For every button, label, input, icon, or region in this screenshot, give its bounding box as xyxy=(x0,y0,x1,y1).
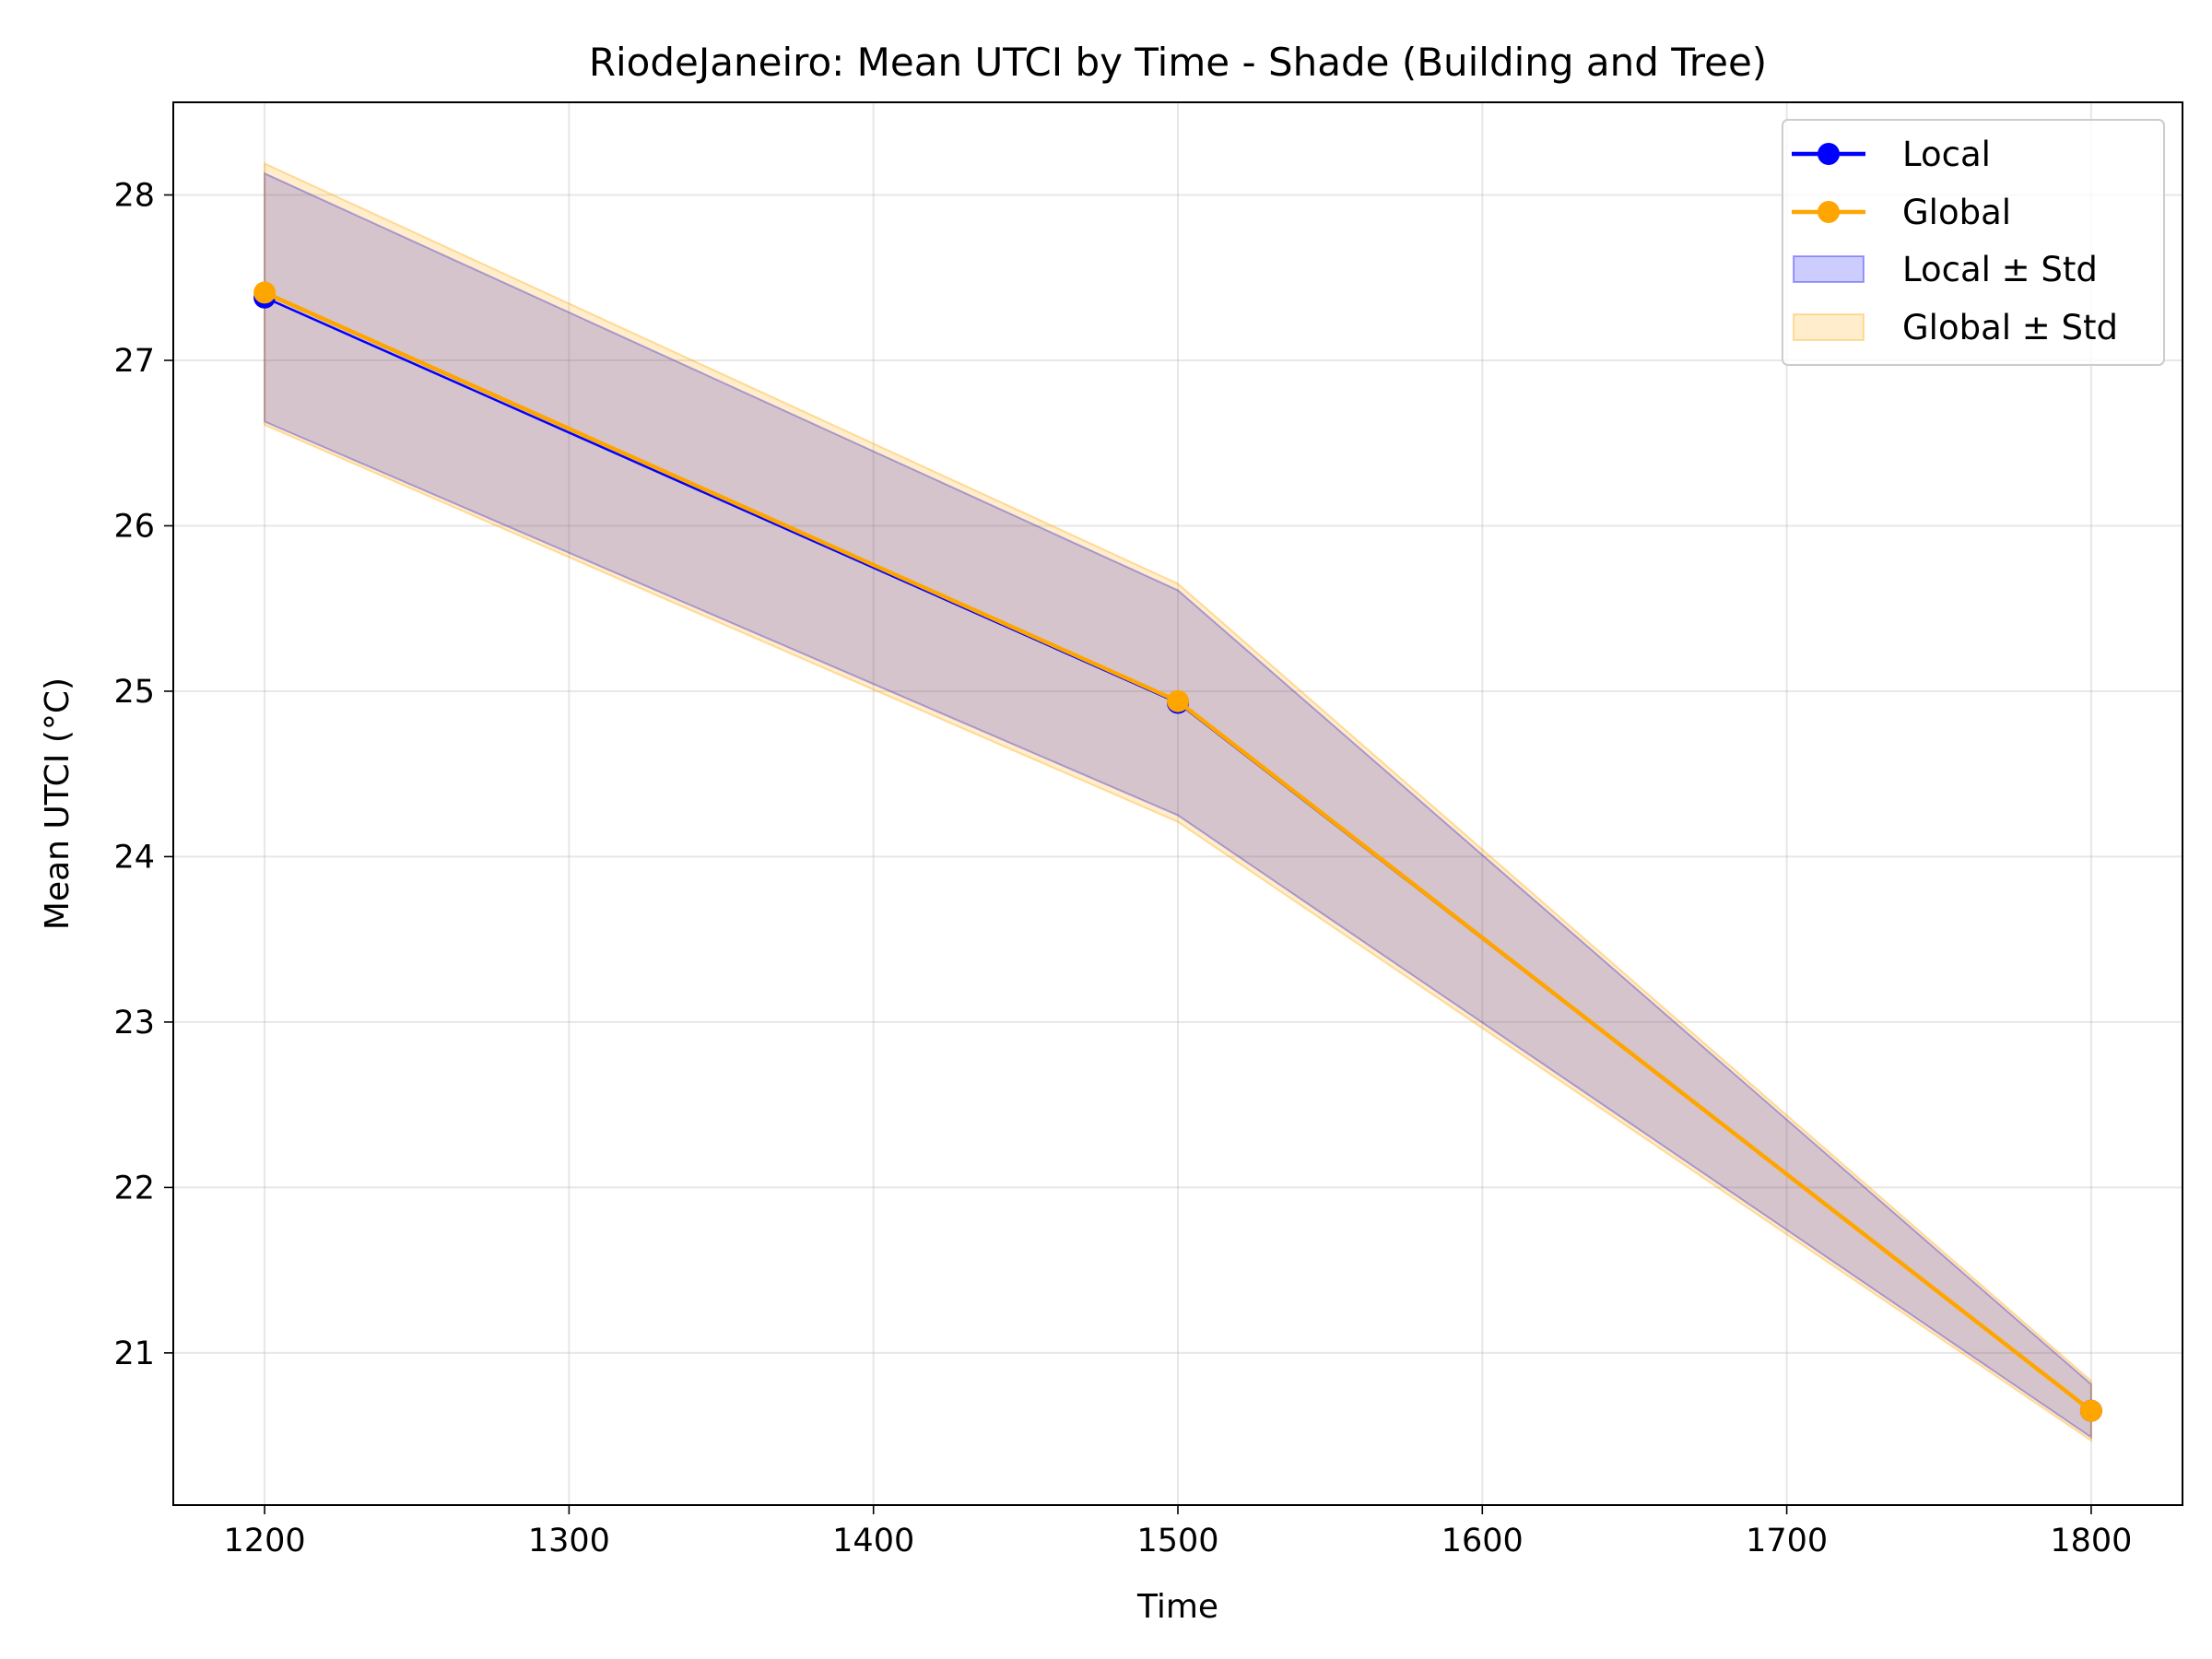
x-tick-label: 1500 xyxy=(1136,1523,1218,1559)
legend-label-global: Global xyxy=(1902,193,2011,232)
legend-label-band-1: Global ± Std xyxy=(1902,308,2118,347)
legend-swatch-band-1 xyxy=(1793,313,1865,341)
y-tick-label: 28 xyxy=(113,178,155,215)
legend-box xyxy=(1782,119,2165,366)
data-point-global xyxy=(2079,1399,2102,1422)
legend-marker-local xyxy=(1818,143,1840,165)
x-axis-ticks: 1200 1300 1400 1500 1600 1700 1800 xyxy=(224,1505,2132,1559)
legend-label-local: Local xyxy=(1902,135,1991,174)
band-local xyxy=(264,171,2092,1440)
x-tick-label: 1800 xyxy=(2050,1523,2132,1559)
legend-swatch-band-0 xyxy=(1793,255,1865,283)
y-tick-label: 27 xyxy=(113,343,155,380)
y-tick-label: 26 xyxy=(113,508,155,545)
x-tick-label: 1600 xyxy=(1441,1523,1524,1559)
y-axis-label: Mean UTCI (°C) xyxy=(39,677,76,930)
data-point-global xyxy=(253,281,276,304)
x-tick-label: 1400 xyxy=(832,1523,914,1559)
y-tick-label: 25 xyxy=(113,674,155,711)
grid xyxy=(173,102,2183,1505)
legend-marker-global xyxy=(1818,201,1840,223)
series-lines xyxy=(253,281,2102,1422)
chart-title: RiodeJaneiro: Mean UTCI by Time - Shade … xyxy=(589,40,1767,85)
y-tick-label: 22 xyxy=(113,1170,155,1206)
data-point-global xyxy=(1167,689,1189,712)
x-tick-label: 1700 xyxy=(1746,1523,1828,1559)
y-axis-ticks: 21 22 23 24 25 26 27 28 xyxy=(113,178,173,1372)
band-global xyxy=(264,161,2092,1442)
y-tick-label: 23 xyxy=(113,1005,155,1041)
std-bands xyxy=(264,161,2092,1442)
legend-label-band-0: Local ± Std xyxy=(1902,250,2098,289)
x-tick-label: 1200 xyxy=(224,1523,306,1559)
y-tick-label: 21 xyxy=(113,1335,155,1372)
x-tick-label: 1300 xyxy=(528,1523,610,1559)
x-axis-label: Time xyxy=(1136,1588,1218,1626)
y-tick-label: 24 xyxy=(113,839,155,876)
legend: Local Global Local ± Std Global ± Std xyxy=(1782,119,2165,366)
